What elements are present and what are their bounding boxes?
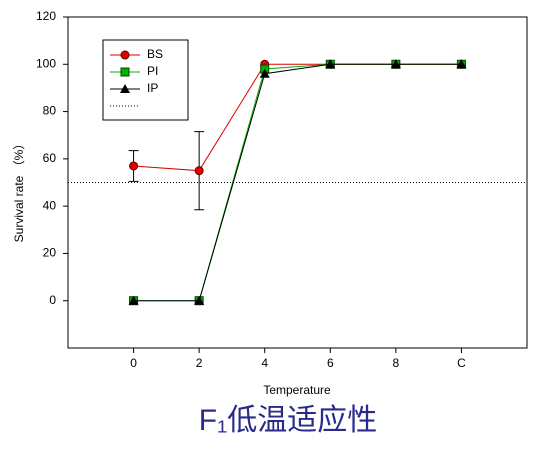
marker (390, 59, 401, 69)
marker (259, 68, 270, 78)
x-tick-label: 4 (261, 356, 268, 370)
caption: F₁低温适应性 (199, 404, 377, 437)
legend-label: PI (147, 64, 158, 78)
marker (194, 295, 205, 305)
y-tick-label: 60 (43, 151, 57, 165)
marker (120, 84, 130, 93)
marker (456, 59, 467, 69)
legend-label: IP (147, 81, 158, 95)
marker (325, 59, 336, 69)
x-tick-label: C (457, 356, 466, 370)
marker (129, 161, 139, 171)
x-tick-label: 6 (327, 356, 334, 370)
y-tick-label: 20 (43, 246, 57, 260)
marker (120, 67, 130, 77)
y-axis-label: Survival rate （%） (12, 138, 26, 243)
y-tick-label: 0 (49, 293, 56, 307)
y-tick-label: 80 (43, 104, 57, 118)
marker (128, 295, 139, 305)
series-line (133, 63, 462, 302)
x-tick-label: 8 (393, 356, 400, 370)
y-tick-label: 100 (36, 56, 56, 70)
y-tick-label: 40 (43, 198, 57, 212)
legend-box (102, 39, 189, 121)
x-tick-label: 2 (196, 356, 203, 370)
x-tick-label: 0 (130, 356, 137, 370)
legend-label: BS (147, 47, 163, 61)
marker (194, 166, 204, 176)
x-axis-label: Temperature (263, 383, 331, 397)
y-tick-label: 120 (36, 9, 56, 23)
marker (120, 50, 130, 60)
